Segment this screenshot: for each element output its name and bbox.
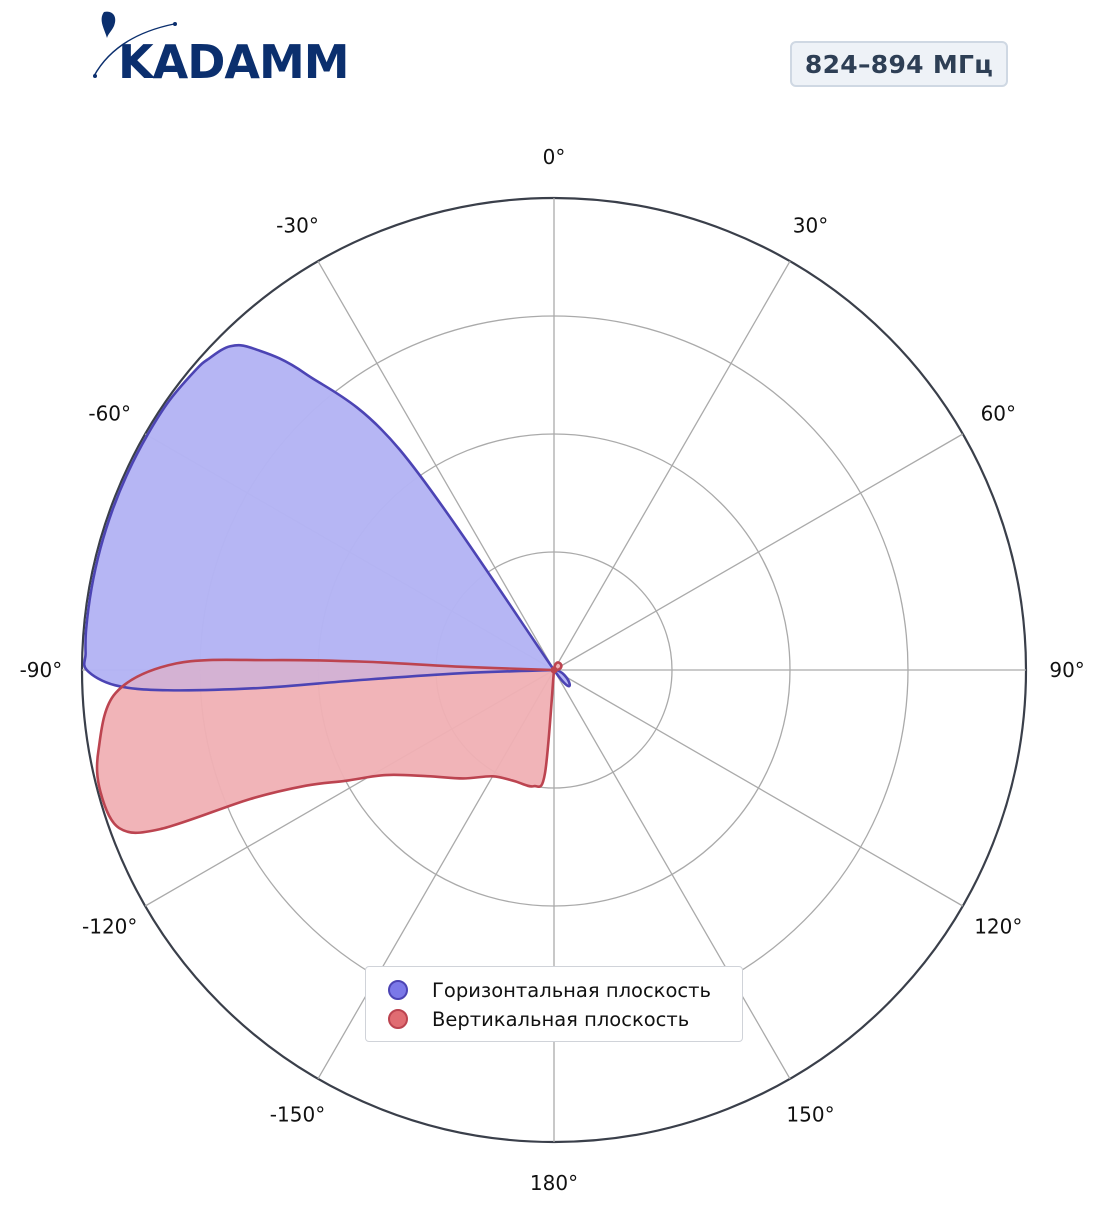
angle-tick-label: -120° — [82, 915, 137, 939]
logo-leaf-shape — [101, 11, 116, 38]
legend: Горизонтальная плоскость Вертикальная пл… — [365, 966, 743, 1042]
angle-tick-label: 60° — [981, 402, 1016, 426]
legend-marker-horizontal — [388, 980, 408, 1000]
polar-grid-spoke — [553, 260, 791, 671]
angle-tick-label: -150° — [270, 1102, 325, 1126]
legend-label-vertical: Вертикальная плоскость — [432, 1007, 690, 1031]
angle-tick-label: 0° — [543, 145, 566, 169]
polar-grid-spoke — [553, 669, 964, 907]
angle-tick-label: 180° — [530, 1171, 578, 1195]
legend-marker-vertical — [388, 1009, 408, 1029]
angle-tick-label: -90° — [20, 658, 63, 682]
logo-text: KADAMM — [118, 35, 349, 86]
polar-grid-spoke — [317, 260, 555, 671]
series-layer — [82, 343, 571, 835]
angle-tick-label: 120° — [974, 915, 1022, 939]
frequency-badge: 824–894 МГц — [790, 41, 1008, 87]
series-vertical-line — [95, 658, 563, 835]
frequency-label: 824–894 МГц — [804, 49, 994, 79]
angle-tick-label: 30° — [793, 214, 828, 238]
polar-grid-spoke — [553, 669, 791, 1080]
polar-center-point — [550, 666, 558, 674]
polar-grid-spoke — [553, 433, 964, 671]
series-horizontal-line — [82, 343, 571, 692]
series-horizontal-area — [84, 345, 570, 691]
angle-ticks: 0° 30° 60° 90° 120° 150° 180° -150° -120° -90° -60… — [20, 145, 1085, 1195]
angle-tick-label: 90° — [1049, 658, 1084, 682]
angle-tick-label: -60° — [88, 402, 131, 426]
legend-item-horizontal: Горизонтальная плоскость — [388, 976, 711, 1004]
logo-orbit-dot — [173, 22, 177, 26]
series-vertical-area — [97, 659, 562, 833]
angle-tick-label: -30° — [276, 214, 319, 238]
series-horizontal-overlap — [84, 345, 570, 691]
logo-orbit-line — [93, 23, 175, 77]
legend-label-horizontal: Горизонтальная плоскость — [432, 978, 711, 1002]
kadamm-logo: KADAMM — [88, 6, 368, 89]
legend-item-vertical: Вертикальная плоскость — [388, 1005, 689, 1033]
logo-orbit-dot — [93, 74, 97, 78]
angle-tick-label: 150° — [786, 1102, 834, 1126]
